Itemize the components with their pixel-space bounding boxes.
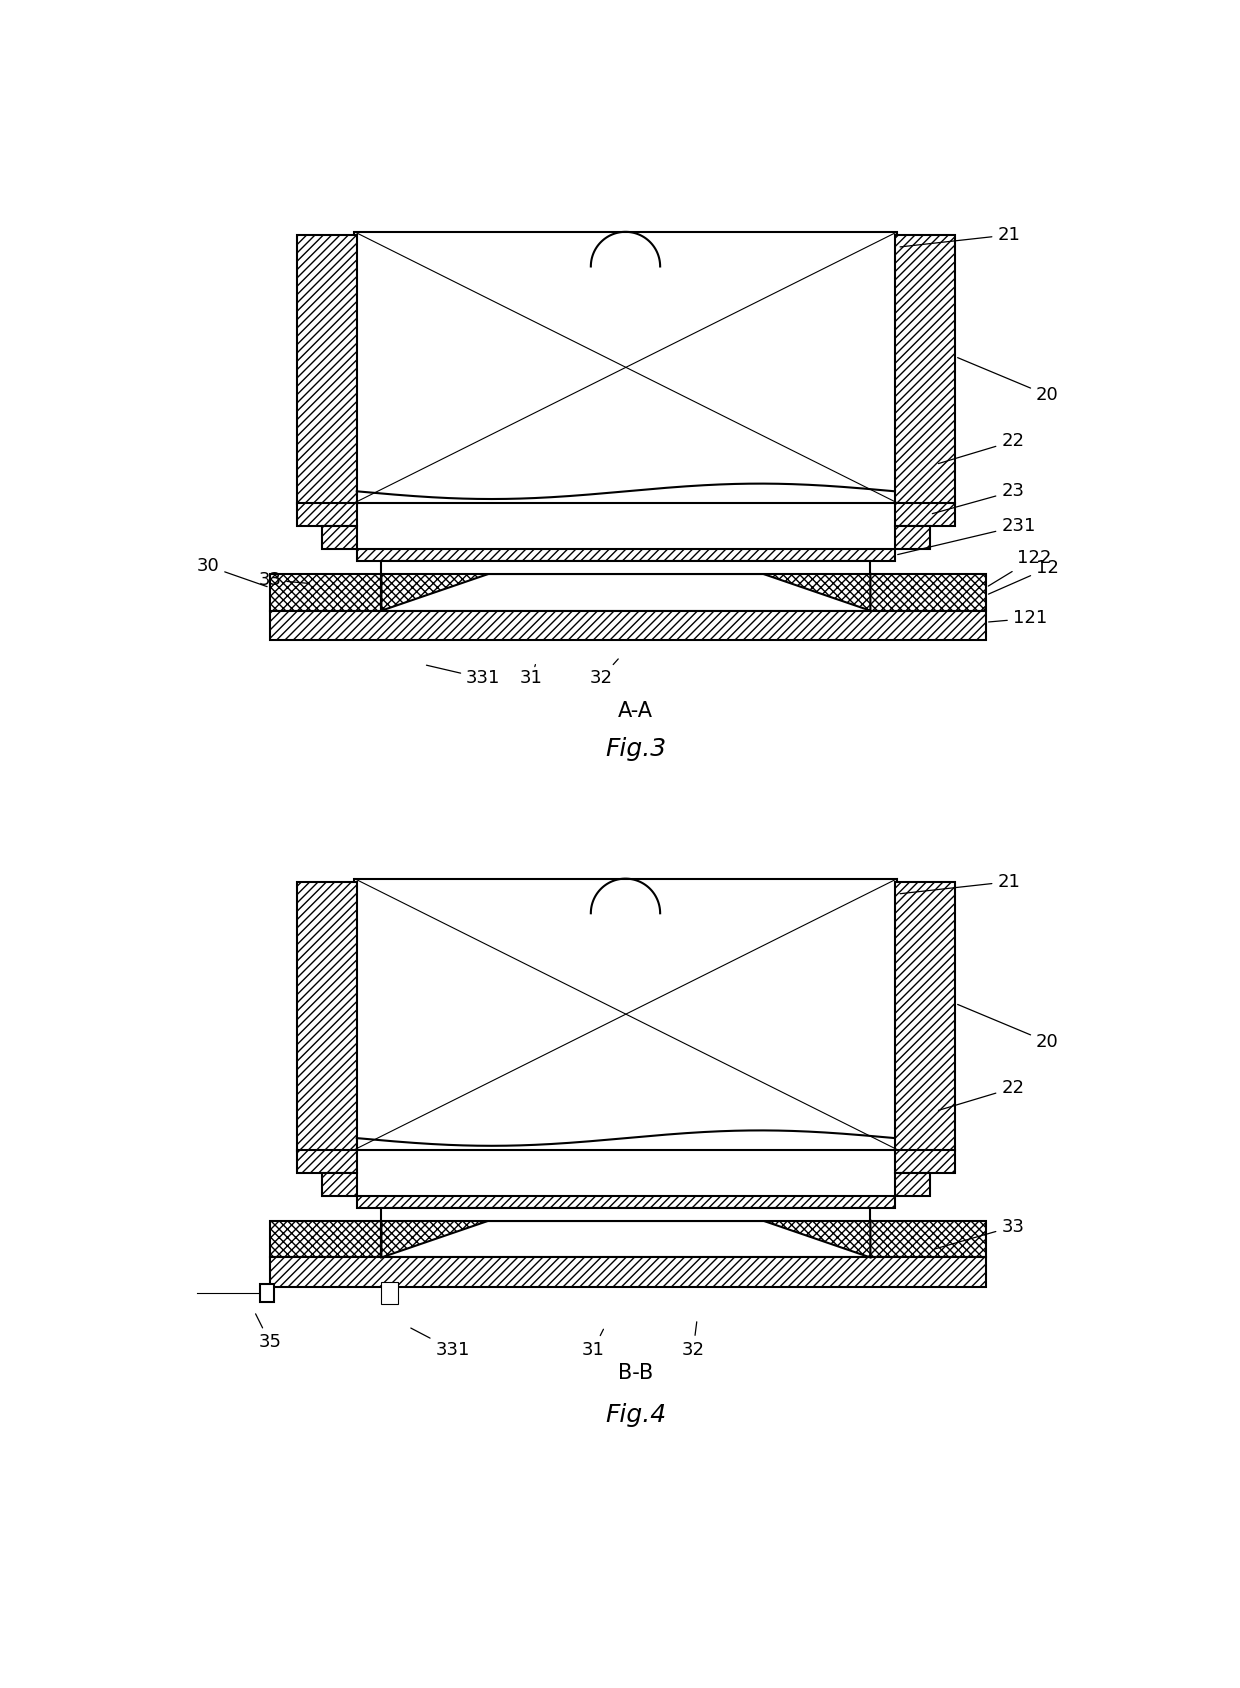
Text: 121: 121 xyxy=(988,609,1047,628)
Text: 122: 122 xyxy=(988,549,1052,586)
Bar xyxy=(322,527,357,549)
Text: 331: 331 xyxy=(410,1328,470,1359)
Bar xyxy=(895,503,955,527)
Text: 31: 31 xyxy=(520,665,543,687)
Bar xyxy=(895,527,930,549)
Text: A-A: A-A xyxy=(618,701,653,721)
Text: 22: 22 xyxy=(939,432,1024,464)
Bar xyxy=(382,1283,398,1303)
Polygon shape xyxy=(382,1220,490,1258)
Text: Fig.4: Fig.4 xyxy=(605,1403,666,1428)
Text: 21: 21 xyxy=(900,873,1021,893)
Text: 33: 33 xyxy=(935,1217,1024,1249)
Text: B-B: B-B xyxy=(618,1362,653,1382)
Text: 21: 21 xyxy=(900,226,1021,246)
Bar xyxy=(259,1283,274,1301)
Text: 35: 35 xyxy=(255,1313,281,1350)
Bar xyxy=(296,881,357,1151)
Bar xyxy=(296,235,357,505)
Bar xyxy=(296,503,357,527)
Bar xyxy=(270,574,382,611)
Text: 231: 231 xyxy=(898,517,1035,555)
Bar xyxy=(870,574,986,611)
Bar xyxy=(270,611,986,640)
Bar xyxy=(355,231,898,503)
Text: 331: 331 xyxy=(427,665,501,687)
Text: 31: 31 xyxy=(582,1328,604,1359)
Text: 33: 33 xyxy=(258,571,309,589)
Bar xyxy=(296,1150,357,1173)
Text: 23: 23 xyxy=(932,483,1024,513)
Bar xyxy=(870,1220,986,1258)
Bar xyxy=(382,562,870,574)
Polygon shape xyxy=(763,1220,870,1258)
Bar xyxy=(357,1195,895,1209)
Bar xyxy=(895,1173,930,1195)
Bar xyxy=(895,235,955,505)
Bar xyxy=(270,1258,986,1286)
Bar xyxy=(270,1220,382,1258)
Bar xyxy=(322,1173,357,1195)
Polygon shape xyxy=(763,574,870,611)
Bar xyxy=(895,881,955,1151)
Bar xyxy=(382,574,870,611)
Text: 30: 30 xyxy=(197,557,267,587)
Bar xyxy=(382,1209,870,1220)
Text: 20: 20 xyxy=(957,358,1059,403)
Text: 22: 22 xyxy=(939,1079,1024,1111)
Text: 12: 12 xyxy=(988,559,1059,594)
Text: 20: 20 xyxy=(957,1004,1059,1052)
Bar xyxy=(382,1220,870,1258)
Text: 32: 32 xyxy=(589,658,619,687)
Bar xyxy=(895,1150,955,1173)
Bar xyxy=(357,549,895,562)
Text: 32: 32 xyxy=(682,1322,704,1359)
Polygon shape xyxy=(382,574,490,611)
Text: Fig.3: Fig.3 xyxy=(605,738,666,761)
Bar xyxy=(355,879,898,1150)
